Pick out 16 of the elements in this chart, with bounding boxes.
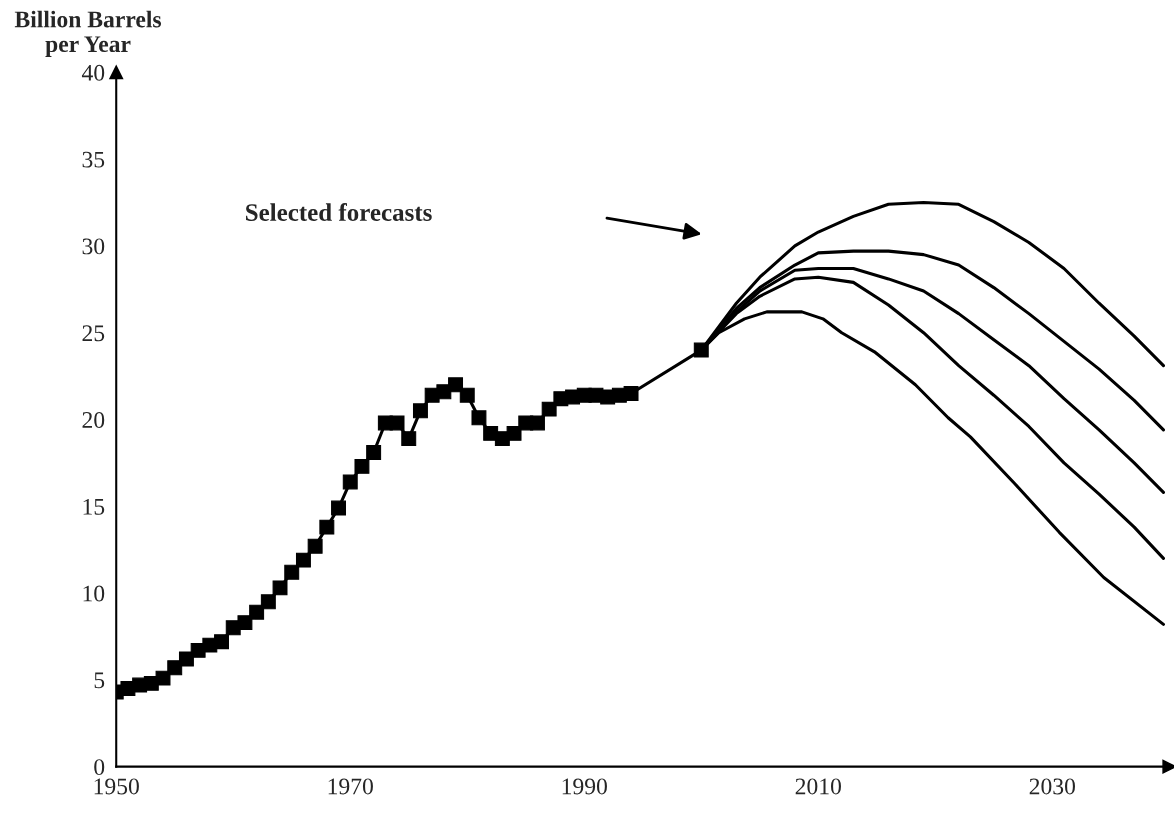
y-tick-label: 35 bbox=[82, 151, 105, 168]
y-tick-label: 15 bbox=[83, 498, 105, 515]
x-tick-label: 1950 bbox=[94, 778, 139, 795]
y-tick-label: 0 bbox=[94, 759, 105, 776]
x-tick-label: 2030 bbox=[1029, 778, 1076, 795]
y-axis-title: Billion Barrels per Year bbox=[14, 10, 162, 57]
y-tick-label: 10 bbox=[83, 585, 105, 602]
y-tick-label: 30 bbox=[82, 238, 105, 255]
y-tick-label: 20 bbox=[82, 412, 105, 428]
y-tick-label: 40 bbox=[81, 64, 105, 81]
annotation: Selected forecasts bbox=[246, 203, 432, 221]
x-tick-label: 1990 bbox=[562, 778, 607, 795]
y-tick-label: 25 bbox=[82, 325, 105, 342]
y-tick-label: 5 bbox=[94, 672, 105, 689]
x-tick-label: 2010 bbox=[795, 778, 841, 795]
x-tick-label: 1970 bbox=[328, 778, 373, 795]
